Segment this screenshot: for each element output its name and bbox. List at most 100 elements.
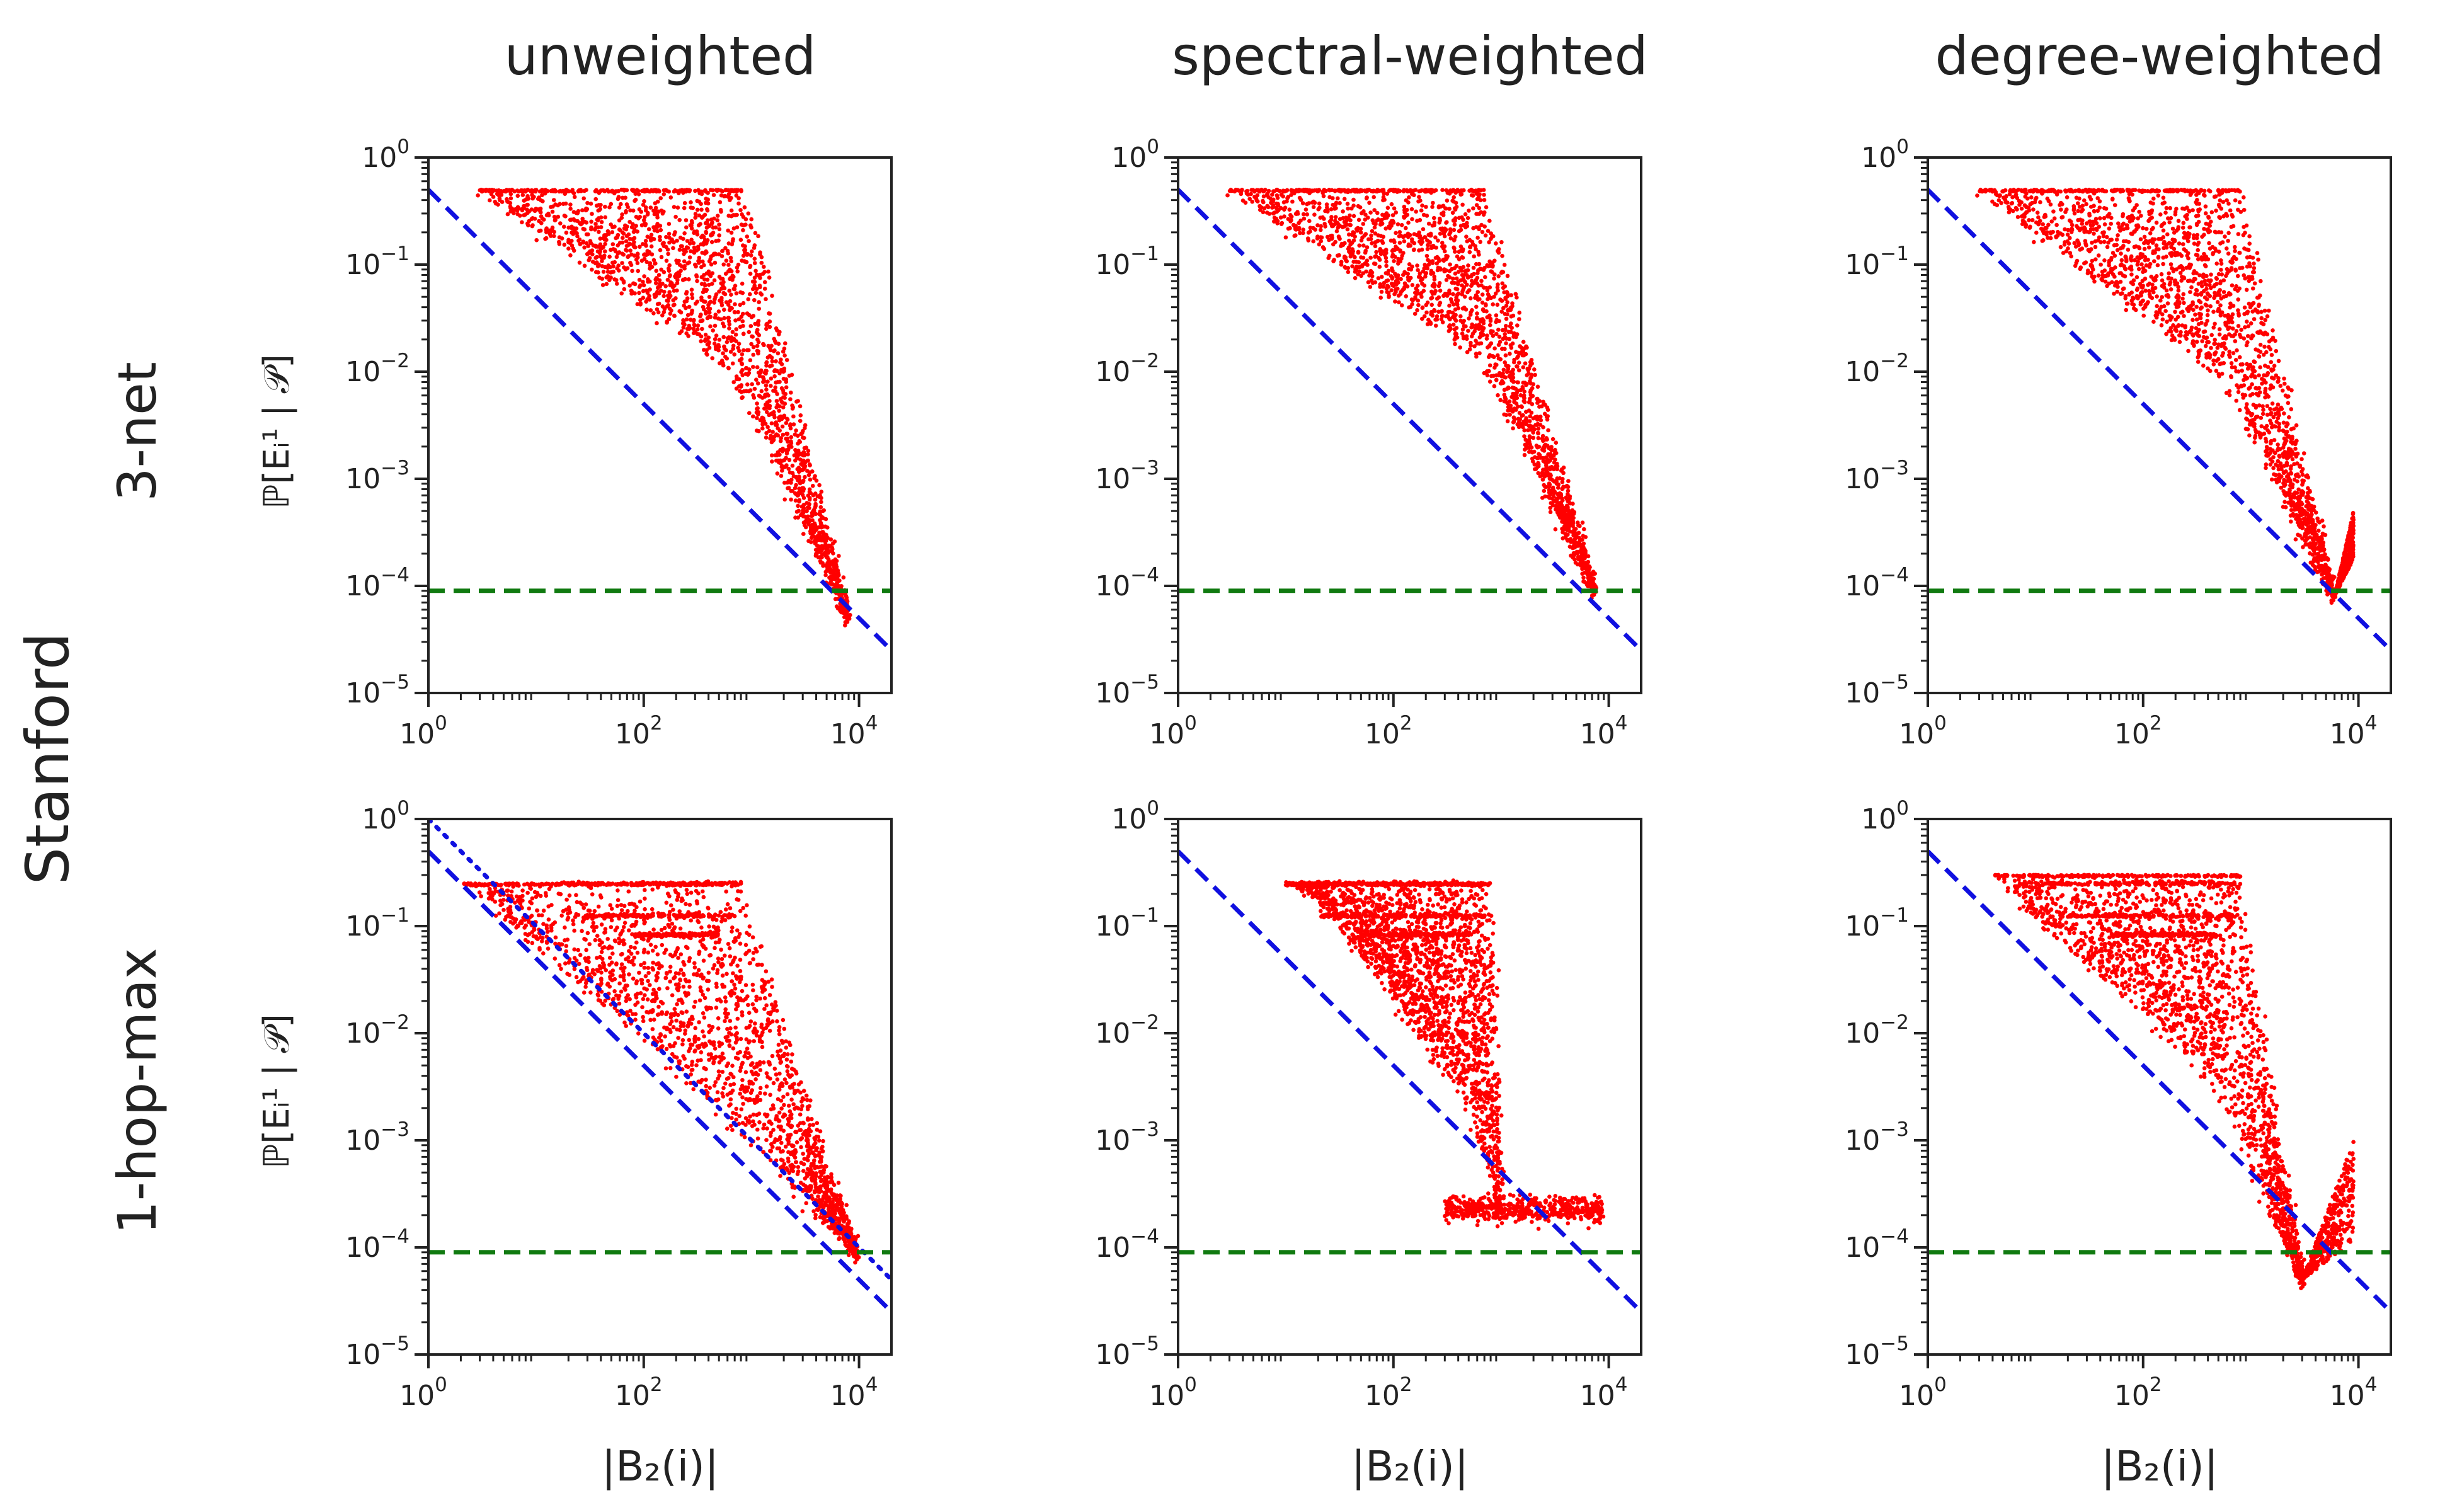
scatter-point xyxy=(731,287,736,292)
scatter-point xyxy=(679,244,684,249)
scatter-point xyxy=(767,319,772,324)
scatter-point xyxy=(709,239,714,244)
x-tick-label: 100 xyxy=(399,712,447,750)
scatter-point xyxy=(1303,207,1309,212)
scatter-point xyxy=(1301,231,1305,236)
scatter-point xyxy=(784,451,789,455)
scatter-point xyxy=(1555,507,1560,511)
scatter-point xyxy=(1331,259,1336,263)
scatter-point xyxy=(1358,226,1363,231)
scatter-point xyxy=(1412,311,1418,316)
scatter-point xyxy=(1416,268,1420,273)
x-tick-label: 102 xyxy=(615,712,663,750)
scatter-point xyxy=(813,501,818,507)
scatter-point xyxy=(607,255,612,259)
scatter-point xyxy=(728,277,732,282)
scatter-point xyxy=(784,379,789,384)
scatter-point xyxy=(719,277,723,281)
scatter-point xyxy=(1455,287,1460,292)
scatter-point xyxy=(1460,215,1464,220)
scatter-point xyxy=(1492,384,1497,389)
scatter-point xyxy=(1330,224,1334,229)
scatter-point xyxy=(2226,251,2231,256)
scatter-point xyxy=(740,373,745,377)
scatter-point xyxy=(1441,258,1446,263)
scatter-point xyxy=(718,200,723,205)
scatter-point xyxy=(1456,270,1461,274)
scatter-point xyxy=(1472,254,1476,259)
scatter-point xyxy=(1461,287,1465,292)
scatter-point xyxy=(1343,241,1347,246)
scatter-point xyxy=(786,466,791,471)
scatter-point xyxy=(1511,313,1516,318)
scatter-point xyxy=(748,253,753,258)
scatter-point xyxy=(668,311,673,316)
scatter-point xyxy=(781,458,785,463)
scatter-point xyxy=(729,259,733,263)
scatter-point xyxy=(1478,198,1483,203)
scatter-point xyxy=(2233,198,2238,203)
scatter-point xyxy=(1317,201,1322,206)
scatter-point xyxy=(620,251,624,256)
scatter-point xyxy=(1571,501,1575,506)
scatter-point xyxy=(1530,450,1535,455)
scatter-point xyxy=(1368,210,1373,215)
scatter-point xyxy=(493,201,498,206)
scatter-point xyxy=(1455,302,1460,307)
scatter-point xyxy=(1389,288,1394,293)
scatter-point xyxy=(2147,289,2151,294)
scatter-point xyxy=(1407,195,1411,200)
plot-frame xyxy=(427,156,893,694)
scatter-point xyxy=(752,386,757,391)
scatter-point xyxy=(593,222,598,226)
scatter-point xyxy=(733,302,737,307)
scatter-point xyxy=(2112,291,2116,296)
y-tick-label: 10−2 xyxy=(345,350,410,388)
scatter-point xyxy=(1317,205,1322,210)
scatter-point xyxy=(646,277,650,282)
scatter-point xyxy=(693,301,698,306)
scatter-point xyxy=(1319,224,1323,229)
scatter-point xyxy=(1399,233,1404,238)
scatter-point xyxy=(609,202,614,207)
scatter-point xyxy=(672,189,677,194)
scatter-point xyxy=(1350,251,1355,256)
scatter-point xyxy=(1486,297,1490,302)
scatter-point xyxy=(1525,418,1530,423)
scatter-point xyxy=(692,229,697,234)
scatter-point xyxy=(512,210,516,215)
scatter-point xyxy=(1536,471,1540,476)
scatter-point xyxy=(603,215,607,220)
scatter-point xyxy=(1429,272,1434,276)
scatter-point xyxy=(671,298,675,302)
scatter-point xyxy=(696,244,701,249)
scatter-point xyxy=(1363,261,1368,265)
scatter-point xyxy=(1566,508,1571,513)
scatter-point xyxy=(1588,565,1592,570)
scatter-point xyxy=(781,388,786,392)
scatter-point xyxy=(2225,198,2229,203)
scatter-point xyxy=(713,295,718,299)
scatter-point xyxy=(2265,413,2270,417)
scatter-point xyxy=(1293,224,1298,229)
scatter-point xyxy=(651,225,656,230)
scatter-point xyxy=(1545,417,1550,422)
scatter-point xyxy=(1557,476,1562,481)
scatter-point xyxy=(1474,278,1479,282)
scatter-point xyxy=(1281,189,1286,194)
scatter-point xyxy=(1503,375,1508,380)
scatter-point xyxy=(694,273,699,278)
scatter-point xyxy=(2226,231,2231,236)
scatter-point xyxy=(598,225,604,229)
scatter-point xyxy=(745,234,750,239)
scatter-point xyxy=(1438,289,1443,293)
scatter-point xyxy=(1579,554,1583,559)
scatter-point xyxy=(1500,379,1504,384)
scatter-point xyxy=(1503,335,1508,340)
scatter-point xyxy=(1504,316,1509,321)
scatter-point xyxy=(1250,199,1254,204)
scatter-point xyxy=(1363,212,1368,217)
scatter-point xyxy=(1361,271,1366,276)
scatter-point xyxy=(596,225,600,230)
scatter-point xyxy=(707,306,713,311)
